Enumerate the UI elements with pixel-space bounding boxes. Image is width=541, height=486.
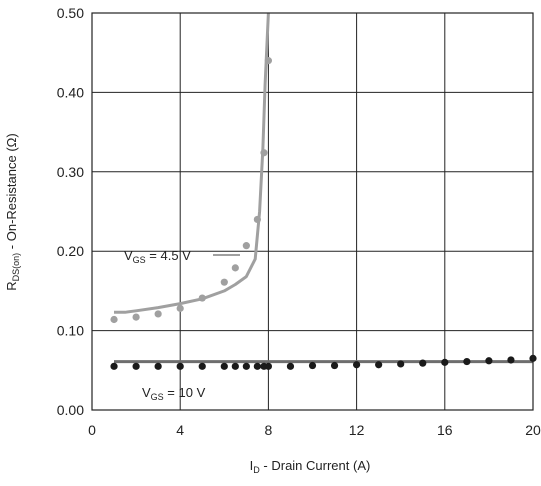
data-point-series-0 — [260, 149, 268, 157]
tick-layer: 0 4 8 12 16 20 0.00 0.10 0.20 0.30 0.40 0.50 — [57, 5, 541, 438]
data-point-series-0 — [176, 304, 184, 312]
y-tick-label: 0.30 — [57, 164, 84, 180]
data-point-series-1 — [441, 358, 449, 366]
y-tick-label: 0.10 — [57, 323, 84, 339]
x-tick-label: 16 — [437, 422, 453, 438]
data-point-series-1 — [375, 361, 383, 369]
data-point-series-0 — [253, 215, 261, 224]
data-point-series-1 — [330, 361, 339, 370]
data-point-series-0 — [132, 313, 140, 321]
x-tick-label: 0 — [88, 422, 96, 438]
x-tick-label: 20 — [525, 422, 541, 438]
data-point-series-1 — [485, 357, 493, 365]
y-axis-title: RDS(on) - On-Resistance (Ω) — [4, 133, 21, 290]
data-point-series-1 — [110, 362, 118, 370]
data-point-series-0 — [198, 294, 206, 302]
data-point-series-1 — [308, 361, 317, 370]
data-point-series-1 — [419, 359, 427, 367]
y-tick-label: 0.20 — [57, 243, 84, 259]
data-point-series-1 — [176, 362, 184, 370]
data-point-series-1 — [220, 362, 228, 370]
series-layer — [110, 12, 537, 370]
data-point-series-1 — [353, 361, 361, 369]
data-point-series-1 — [154, 362, 162, 370]
data-point-series-1 — [507, 356, 515, 364]
data-point-series-1 — [463, 357, 471, 366]
x-tick-label: 12 — [349, 422, 365, 438]
series-line-0 — [114, 12, 270, 314]
data-point-series-1 — [132, 362, 140, 370]
data-point-series-0 — [242, 242, 250, 250]
y-tick-label: 0.00 — [57, 402, 84, 418]
y-tick-label: 0.50 — [57, 5, 84, 21]
grid-layer — [91, 12, 534, 411]
data-point-series-0 — [231, 264, 239, 272]
x-tick-label: 4 — [176, 422, 184, 438]
series-label-vgs45: VGS = 4.5 V — [124, 248, 191, 265]
data-point-series-1 — [253, 362, 261, 370]
data-point-series-0 — [110, 315, 118, 324]
data-point-series-0 — [154, 310, 162, 318]
y-tick-label: 0.40 — [57, 84, 84, 100]
data-point-series-0 — [220, 278, 228, 286]
data-point-series-1 — [198, 362, 206, 370]
x-axis-title: ID - Drain Current (A) — [250, 458, 371, 475]
data-point-series-1 — [231, 362, 239, 370]
data-point-series-1 — [242, 362, 250, 370]
data-point-series-1 — [397, 360, 405, 368]
data-point-series-0 — [264, 57, 272, 65]
data-point-series-1 — [264, 362, 272, 370]
x-tick-label: 8 — [265, 422, 273, 438]
data-point-series-1 — [286, 362, 295, 370]
series-label-vgs10: VGS = 10 V — [142, 385, 206, 402]
plot-frame — [91, 12, 534, 411]
